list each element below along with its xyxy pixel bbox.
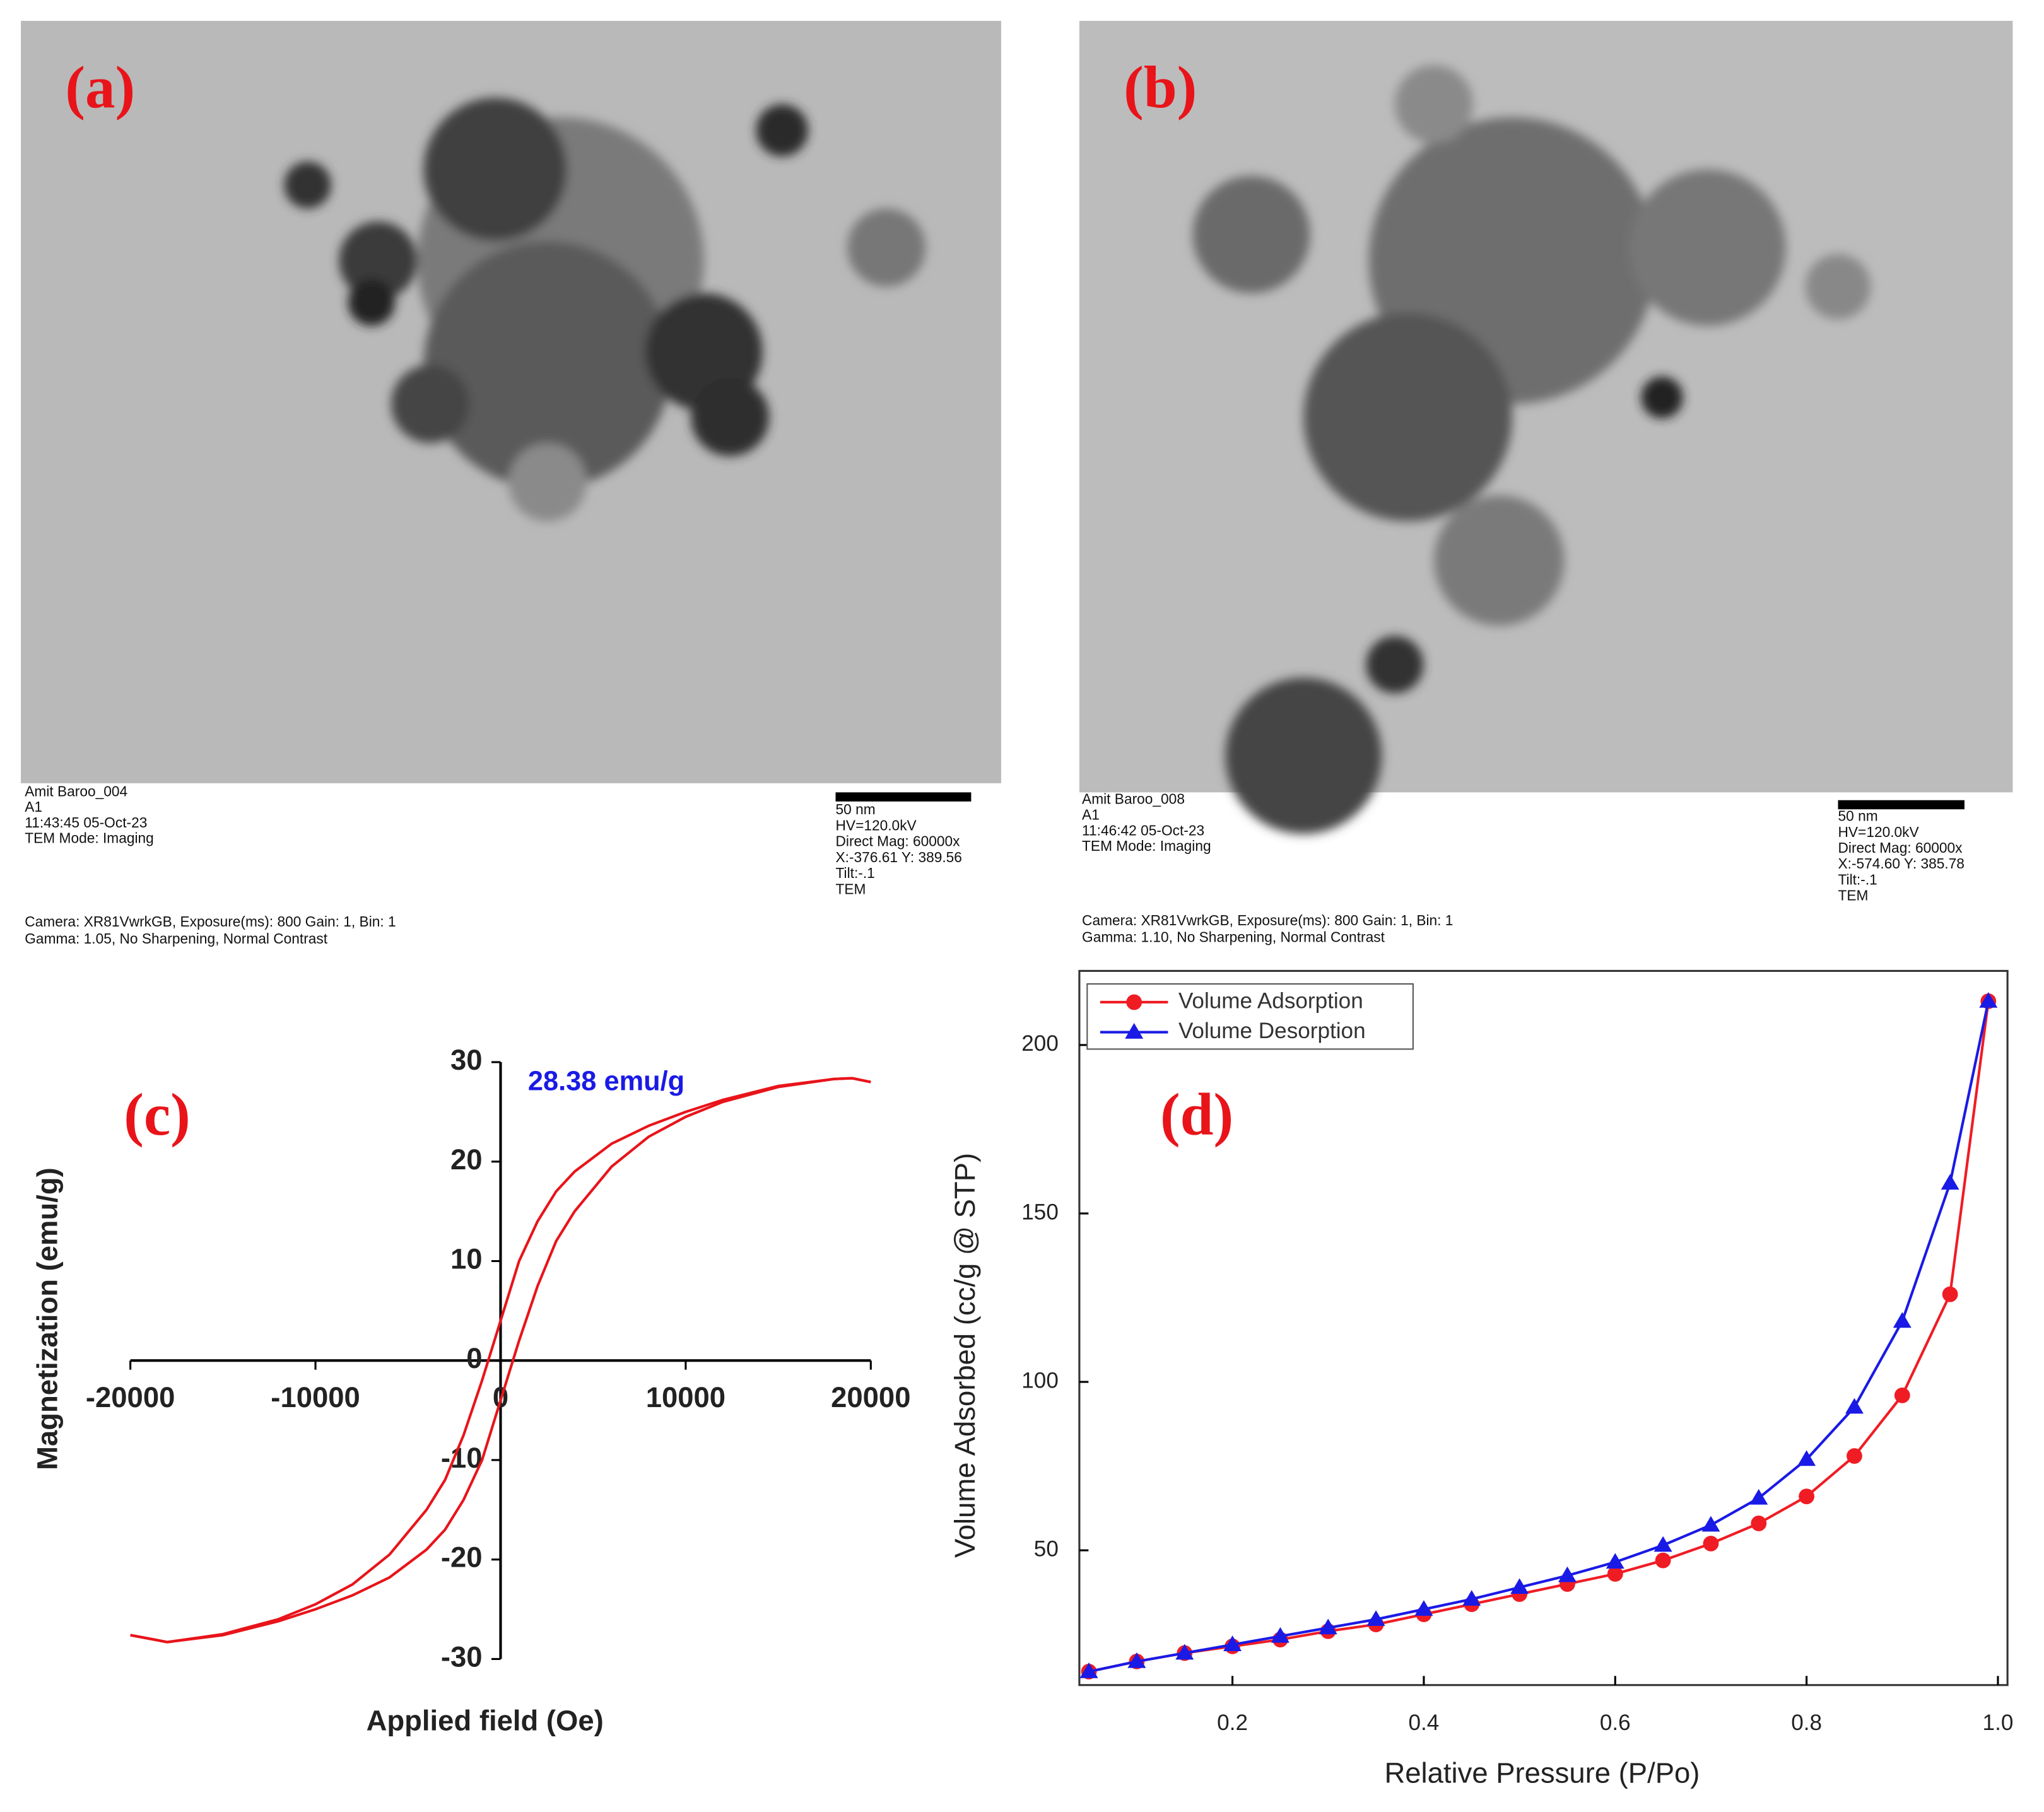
marker [1223, 1635, 1242, 1651]
x-tick-label: 0.4 [1409, 1710, 1440, 1735]
y-tick-label: 20 [450, 1143, 483, 1176]
marker [1366, 1610, 1385, 1626]
marker [1979, 992, 1998, 1008]
meta-text: Camera: XR81VwrkGB, Exposure(ms): 800 Ga… [1082, 912, 1453, 928]
marker [1653, 1536, 1672, 1552]
x-axis-label: Relative Pressure (P/Po) [1384, 1756, 1700, 1789]
y-tick-label: -10 [441, 1442, 483, 1474]
meta-text: Direct Mag: 60000x [836, 833, 961, 850]
plot-frame [1078, 969, 2009, 1686]
panel-label: (a) [65, 54, 135, 121]
y-axis-label: Volume Adsorbed (cc/g @ STP) [949, 1153, 981, 1558]
tem-image-a [21, 21, 1001, 783]
legend-label: Volume Desorption [1178, 1019, 1366, 1043]
marker [1127, 1652, 1146, 1668]
marker [1941, 1174, 1959, 1190]
annotation: 28.38 emu/g [528, 1067, 684, 1097]
x-tick-label: 20000 [831, 1381, 910, 1413]
x-tick-label: 10000 [646, 1381, 725, 1413]
y-tick-label: 30 [450, 1044, 483, 1076]
meta-text: X:-574.60 Y: 385.78 [1838, 855, 1965, 872]
meta-text: 11:46:42 05-Oct-23 [1082, 822, 1204, 838]
meta-text: TEM Mode: Imaging [1082, 838, 1211, 854]
scale-bar [1838, 800, 1965, 810]
meta-text: HV=120.0kV [1838, 824, 1920, 840]
x-tick-label: -20000 [86, 1381, 175, 1413]
x-tick-label: -10000 [271, 1381, 360, 1413]
y-tick-label: 0 [466, 1342, 482, 1374]
marker [1175, 1644, 1194, 1660]
series-line [130, 1077, 871, 1644]
legend-label: Volume Adsorption [1178, 988, 1363, 1013]
x-tick-label: 0.6 [1600, 1710, 1631, 1735]
y-tick-label: -30 [441, 1640, 483, 1673]
legend-marker [1125, 1023, 1144, 1039]
tem-image-b [1079, 21, 2013, 834]
meta-text: A1 [1082, 807, 1100, 823]
marker [1510, 1578, 1529, 1594]
meta-text: 50 nm [1838, 808, 1878, 824]
y-tick-label: 150 [1021, 1200, 1059, 1224]
meta-text: 50 nm [836, 801, 876, 817]
marker [1749, 1488, 1768, 1505]
meta-text: HV=120.0kV [836, 817, 917, 833]
marker [1703, 1536, 1719, 1552]
marker [1942, 1286, 1958, 1302]
meta-text: TEM Mode: Imaging [25, 830, 154, 846]
panel-label: (b) [1124, 54, 1197, 121]
meta-text: A1 [25, 798, 42, 815]
marker [1655, 1552, 1671, 1569]
meta-text: TEM [1838, 887, 1869, 904]
series-line [1088, 1001, 1990, 1673]
y-axis-label: Magnetization (emu/g) [32, 1167, 64, 1470]
series-line [1088, 1001, 1990, 1673]
marker [1845, 1398, 1864, 1414]
meta-text: TEM [836, 880, 866, 897]
meta-text: 11:43:45 05-Oct-23 [25, 814, 147, 831]
marker [1079, 1662, 1098, 1678]
meta-text: Camera: XR81VwrkGB, Exposure(ms): 800 Ga… [25, 913, 396, 930]
marker [1894, 1387, 1910, 1403]
marker [1701, 1516, 1720, 1532]
meta-text: X:-376.61 Y: 389.56 [836, 849, 962, 865]
x-tick-label: 0.8 [1791, 1710, 1822, 1735]
meta-text: Amit Baroo_004 [25, 783, 127, 799]
marker [1799, 1488, 1815, 1505]
meta-text: Amit Baroo_008 [1082, 791, 1185, 807]
x-tick-label: 1.0 [1983, 1710, 2014, 1735]
meta-text: Gamma: 1.05, No Sharpening, Normal Contr… [25, 930, 328, 947]
legend-marker [1126, 994, 1142, 1010]
marker [1751, 1515, 1767, 1531]
panel-label: (d) [1160, 1081, 1233, 1148]
y-tick-label: 200 [1021, 1031, 1059, 1056]
series-line [130, 1077, 871, 1644]
marker [1606, 1553, 1624, 1569]
meta-text: Tilt:-.1 [836, 865, 875, 881]
x-tick-label: 0.2 [1217, 1710, 1248, 1735]
marker [1414, 1600, 1433, 1616]
y-tick-label: -20 [441, 1541, 483, 1574]
marker [1319, 1618, 1337, 1635]
y-tick-label: 50 [1034, 1536, 1059, 1561]
marker [1462, 1590, 1481, 1606]
y-tick-label: 100 [1021, 1368, 1059, 1393]
marker [1271, 1627, 1289, 1643]
marker [1558, 1566, 1577, 1582]
marker [1607, 1566, 1623, 1582]
marker [1797, 1450, 1816, 1466]
scale-bar [835, 792, 972, 802]
meta-text: Tilt:-.1 [1838, 871, 1877, 887]
y-tick-label: 10 [450, 1243, 483, 1275]
meta-text: Gamma: 1.10, No Sharpening, Normal Contr… [1082, 929, 1385, 945]
marker [1893, 1312, 1912, 1328]
panel-label: (c) [124, 1081, 191, 1148]
meta-text: Direct Mag: 60000x [1838, 839, 1963, 856]
marker [1847, 1448, 1862, 1464]
x-axis-label: Applied field (Oe) [367, 1705, 604, 1737]
